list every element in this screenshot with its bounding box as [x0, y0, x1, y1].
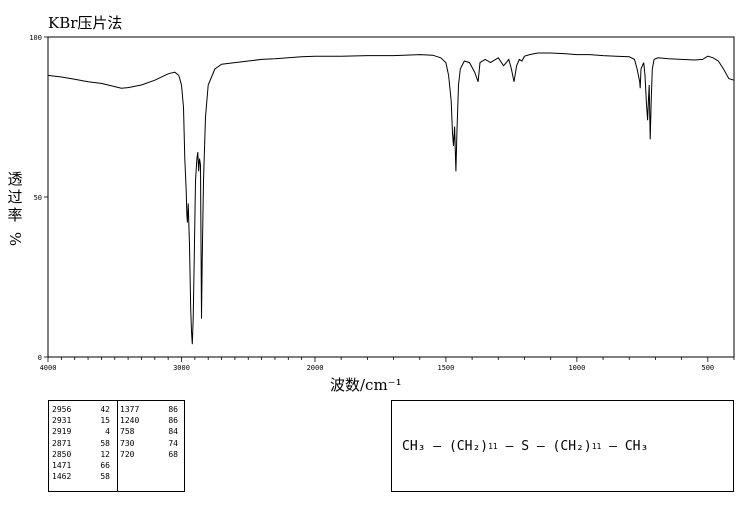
- peak-transmittance: 74: [168, 438, 178, 448]
- y-tick-label: 100: [29, 34, 42, 42]
- peak-transmittance: 42: [100, 405, 110, 414]
- ir-spectrum-chart: 4000 3000 2000 1500 1000 500 0 50 100: [29, 34, 735, 372]
- peak-wavenumber: 2931: [52, 416, 72, 426]
- formula-bond: —: [497, 438, 522, 454]
- peak-wavenumber: 2956: [52, 405, 72, 414]
- y-axis-ticks: 0 50 100: [29, 34, 48, 362]
- peak-table-row: 1377 86: [120, 404, 184, 415]
- formula-ch3-right: CH₃: [624, 438, 649, 454]
- peak-transmittance: 86: [168, 416, 178, 426]
- peak-transmittance: 86: [168, 405, 178, 414]
- x-tick-label: 3000: [173, 364, 190, 372]
- y-tick-label: 50: [34, 194, 42, 202]
- peak-table: 2956 42 2931 15 2919 4 2871 58 2850 12 1471 66 1462 5…: [48, 400, 185, 492]
- formula-sulfur: S: [521, 438, 530, 454]
- peak-wavenumber: 758: [120, 427, 135, 437]
- peak-transmittance: 12: [100, 449, 110, 459]
- peak-table-row: 2871 58: [52, 438, 116, 449]
- peak-wavenumber: 2871: [52, 438, 72, 448]
- y-axis-label-text: 透过率: [7, 170, 23, 224]
- y-axis-label: 透过率 %: [4, 170, 26, 248]
- x-tick-label: 2000: [307, 364, 324, 372]
- method-label: KBr压片法: [48, 14, 123, 32]
- peak-table-divider: [117, 401, 118, 491]
- y-tick-label: 0: [38, 354, 42, 362]
- peak-table-row: 730 74: [120, 438, 184, 449]
- x-tick-label: 1000: [568, 364, 585, 372]
- peak-wavenumber: 1377: [120, 405, 140, 414]
- spectrum-line: [47, 52, 735, 345]
- formula-ch2-right: (CH₂): [552, 438, 592, 454]
- formula-ch2-left: (CH₂): [448, 438, 489, 454]
- peak-transmittance: 58: [100, 438, 110, 448]
- peak-table-column-1: 2956 42 2931 15 2919 4 2871 58 2850 12 1471 66 1462 5…: [52, 404, 116, 482]
- peak-transmittance: 66: [100, 461, 110, 471]
- peak-table-column-2: 1377 86 1240 86 758 84 730 74 720 68: [120, 404, 184, 460]
- formula-n-left: 11: [488, 441, 498, 451]
- x-axis-ticks: 4000 3000 2000 1500 1000 500: [40, 357, 735, 372]
- formula-ch3-left: CH₃: [402, 438, 426, 454]
- peak-table-row: 2931 15: [52, 415, 116, 426]
- peak-table-row: 1240 86: [120, 415, 184, 426]
- x-axis-label: 波数/cm⁻¹: [330, 376, 402, 394]
- peak-table-row: 1462 58: [52, 471, 116, 482]
- peak-transmittance: 84: [168, 427, 178, 437]
- x-tick-label: 1500: [438, 364, 455, 372]
- peak-wavenumber: 1462: [52, 472, 72, 482]
- formula-n-right: 11: [591, 441, 602, 451]
- peak-wavenumber: 720: [120, 449, 135, 459]
- peak-table-row: 2919 4: [52, 426, 116, 437]
- plot-frame: [47, 36, 735, 358]
- peak-wavenumber: 1471: [52, 461, 72, 471]
- x-tick-label: 4000: [40, 364, 57, 372]
- peak-table-row: 2850 12: [52, 449, 116, 460]
- peak-table-row: 1471 66: [52, 460, 116, 471]
- peak-table-row: 720 68: [120, 449, 184, 460]
- formula-bond: —: [425, 438, 449, 454]
- formula-bond: —: [601, 438, 625, 454]
- formula-bond: —: [529, 438, 553, 454]
- structural-formula: CH₃ — (CH₂) 11 — S — (CH₂) 11 — CH₃: [391, 400, 734, 492]
- peak-transmittance: 68: [168, 449, 178, 459]
- peak-transmittance: 58: [100, 472, 110, 482]
- peak-transmittance: 15: [100, 416, 110, 426]
- peak-table-row: 758 84: [120, 426, 184, 437]
- peak-transmittance: 4: [105, 427, 110, 437]
- peak-wavenumber: 1240: [120, 416, 140, 426]
- peak-wavenumber: 730: [120, 438, 135, 448]
- peak-wavenumber: 2850: [52, 449, 72, 459]
- peak-table-row: 2956 42: [52, 404, 116, 415]
- x-tick-label: 500: [701, 364, 714, 372]
- peak-wavenumber: 2919: [52, 427, 72, 437]
